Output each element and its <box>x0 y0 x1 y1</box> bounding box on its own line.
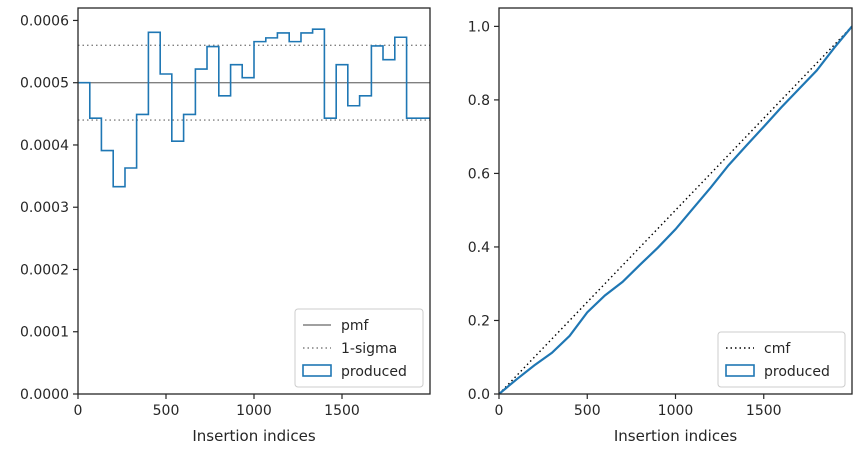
legend-label: pmf <box>341 318 370 334</box>
y-tick-label: 0.0002 <box>20 262 69 278</box>
x-tick-label: 500 <box>574 403 601 419</box>
x-tick-label: 0 <box>495 403 504 419</box>
legend: cmf produced <box>717 331 846 388</box>
plot-content <box>499 25 852 394</box>
y-tick-label: 0.2 <box>468 313 490 329</box>
y-tick-label: 0.0 <box>468 387 490 403</box>
cumulative-chart: 0 500 1000 1500 0.0 0.2 0.4 0.6 0.8 1.0 Insertion … <box>468 7 853 445</box>
y-tick-label: 0.0000 <box>20 387 69 403</box>
plot-area <box>499 8 852 394</box>
y-tick-label: 0.0004 <box>20 138 69 154</box>
y-tick-label: 0.6 <box>468 166 490 182</box>
x-tick-label: 1500 <box>324 403 360 419</box>
histogram-chart: 0 500 1000 1500 0.0000 0.0001 0.0002 0.0003 0.00… <box>20 7 431 445</box>
legend-label: produced <box>341 364 407 380</box>
legend: pmf 1-sigma produced <box>294 308 424 388</box>
legend-label: produced <box>764 364 830 380</box>
produced-line <box>499 25 852 394</box>
y-tick-label: 0.4 <box>468 240 490 256</box>
y-tick-label: 0.0003 <box>20 200 69 216</box>
histogram-step-line <box>78 28 430 188</box>
y-tick-label: 0.0006 <box>20 13 69 29</box>
x-axis-label: Insertion indices <box>614 427 737 445</box>
x-axis-label: Insertion indices <box>192 427 315 445</box>
legend-box <box>717 331 846 388</box>
y-tick-label: 0.0001 <box>20 325 69 341</box>
x-tick-label: 500 <box>153 403 180 419</box>
plot-content <box>78 28 430 188</box>
y-tick-label: 0.0005 <box>20 76 69 92</box>
x-tick-label: 1000 <box>236 403 272 419</box>
legend-box <box>294 308 424 388</box>
legend-swatch-produced <box>302 364 332 377</box>
legend-label: 1-sigma <box>341 341 397 357</box>
x-tick-label: 0 <box>74 403 83 419</box>
y-tick-label: 1.0 <box>468 19 490 35</box>
x-tick-label: 1000 <box>658 403 694 419</box>
legend-swatch-produced <box>725 364 755 377</box>
legend-label: cmf <box>764 341 791 357</box>
x-tick-label: 1500 <box>746 403 782 419</box>
y-tick-label: 0.8 <box>468 93 490 109</box>
